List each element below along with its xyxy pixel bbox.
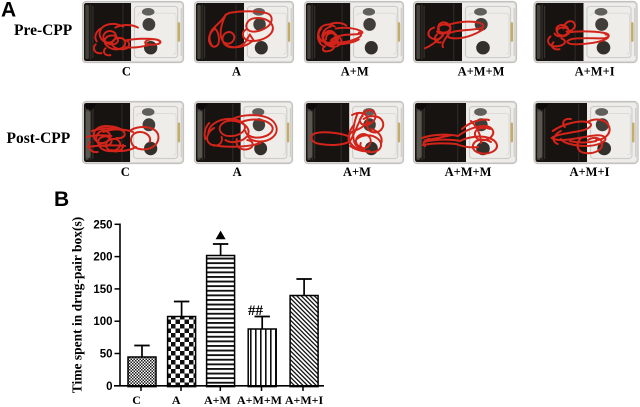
svg-text:A: A <box>232 64 241 78</box>
svg-text:Pre-CPP: Pre-CPP <box>14 22 73 39</box>
svg-text:A+M: A+M <box>204 393 231 407</box>
svg-text:A: A <box>233 165 242 179</box>
svg-text:A+M+M: A+M+M <box>237 393 282 407</box>
svg-text:C: C <box>122 64 131 78</box>
svg-text:A+M+M: A+M+M <box>445 165 492 179</box>
svg-text:A: A <box>1 0 16 22</box>
svg-text:A+M: A+M <box>341 64 369 78</box>
svg-text:##: ## <box>248 303 264 319</box>
svg-text:C: C <box>132 393 141 407</box>
svg-text:A+M+I: A+M+I <box>285 393 324 407</box>
svg-text:Time spent in drug-pair box(s): Time spent in drug-pair box(s) <box>70 217 85 394</box>
svg-text:A: A <box>172 393 181 407</box>
svg-text:50: 50 <box>100 349 113 361</box>
svg-text:A+M: A+M <box>343 165 371 179</box>
svg-text:250: 250 <box>93 219 112 231</box>
svg-text:200: 200 <box>93 252 112 264</box>
svg-text:100: 100 <box>93 316 112 328</box>
svg-text:A+M+I: A+M+I <box>575 64 615 78</box>
svg-text:B: B <box>54 188 69 211</box>
svg-text:150: 150 <box>93 284 112 296</box>
svg-text:A+M+M: A+M+M <box>458 64 505 78</box>
svg-text:A+M+I: A+M+I <box>570 165 610 179</box>
svg-text:Post-CPP: Post-CPP <box>7 130 71 147</box>
svg-text:0: 0 <box>106 381 112 393</box>
svg-text:C: C <box>121 165 130 179</box>
